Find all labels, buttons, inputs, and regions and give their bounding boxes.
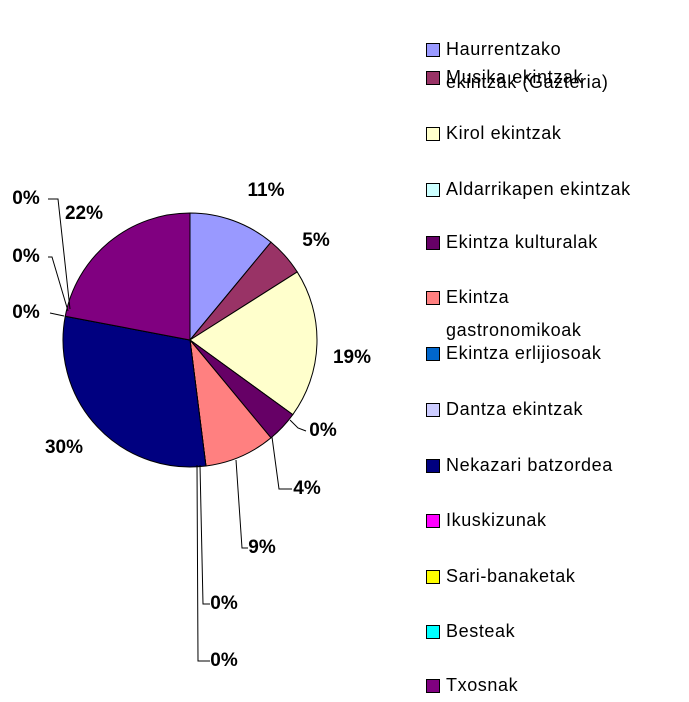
legend-swatch [426,127,440,141]
legend-swatch [426,236,440,250]
legend-label: Aldarrikapen ekintzak [446,179,631,199]
legend-swatch [426,347,440,361]
data-label: 0% [12,188,40,209]
legend-label: Ekintza erlijiosoak [446,343,602,363]
data-label: 0% [210,650,238,671]
data-label: 0% [12,246,40,267]
legend-swatch [426,514,440,528]
data-label: 22% [65,203,103,224]
leader-line [289,419,307,432]
legend-label: Haurrentzako ekintzak (Gazteria) [446,39,609,92]
data-label: 0% [210,593,238,614]
data-label: 19% [333,347,371,368]
data-label: 5% [302,230,330,251]
legend-swatch [426,183,440,197]
legend-label: Txosnak [446,675,519,695]
leader-line [48,198,71,310]
leader-line [235,459,248,549]
legend-swatch [426,403,440,417]
data-label: 11% [248,180,285,201]
legend-label: Ikuskizunak [446,510,547,530]
legend-swatch [426,570,440,584]
data-label: 0% [12,302,40,323]
data-label: 9% [248,537,276,558]
legend-label: Dantza ekintzak [446,399,584,419]
data-label: 4% [293,478,321,499]
pie-slice [189,212,272,342]
legend-swatch [426,459,440,473]
legend-swatch [426,71,440,85]
leader-line [49,312,65,317]
legend-label: Sari-banaketak [446,566,576,586]
legend-swatch [426,625,440,639]
leader-line [199,464,210,605]
leader-line [271,436,292,490]
legend-swatch [426,43,440,57]
legend-label: Ekintza kulturalak [446,232,598,252]
legend-label: Musika ekintzak [446,67,584,87]
data-label: 0% [309,420,337,441]
pie-slice [64,212,191,341]
leader-line [48,256,69,312]
data-label: 30% [45,437,83,458]
pie-slice [62,315,207,468]
pie-slice [189,271,318,416]
legend-swatch [426,291,440,305]
legend-label: Ekintza gastronomikoak [446,287,582,340]
leader-line [196,464,210,662]
legend-swatch [426,679,440,693]
legend-label: Kirol ekintzak [446,123,562,143]
legend-label: Nekazari batzordea [446,455,613,475]
legend-label: Besteak [446,621,516,641]
